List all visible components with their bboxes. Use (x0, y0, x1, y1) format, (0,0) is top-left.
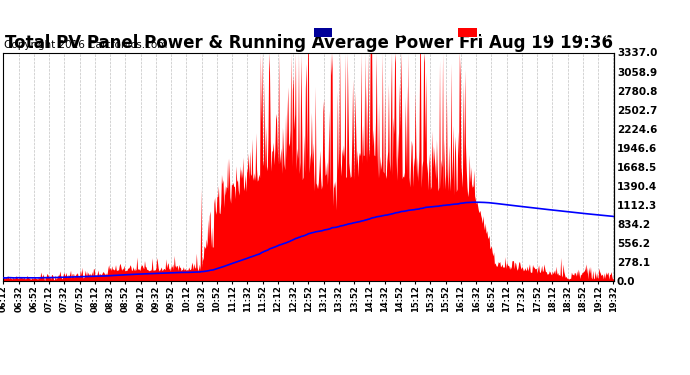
Title: Total PV Panel Power & Running Average Power Fri Aug 19 19:36: Total PV Panel Power & Running Average P… (5, 34, 613, 53)
Legend: Average  (DC Watts), PV Panels  (DC Watts): Average (DC Watts), PV Panels (DC Watts) (314, 28, 609, 38)
Text: Copyright 2016 Cartronics.com: Copyright 2016 Cartronics.com (4, 40, 168, 50)
